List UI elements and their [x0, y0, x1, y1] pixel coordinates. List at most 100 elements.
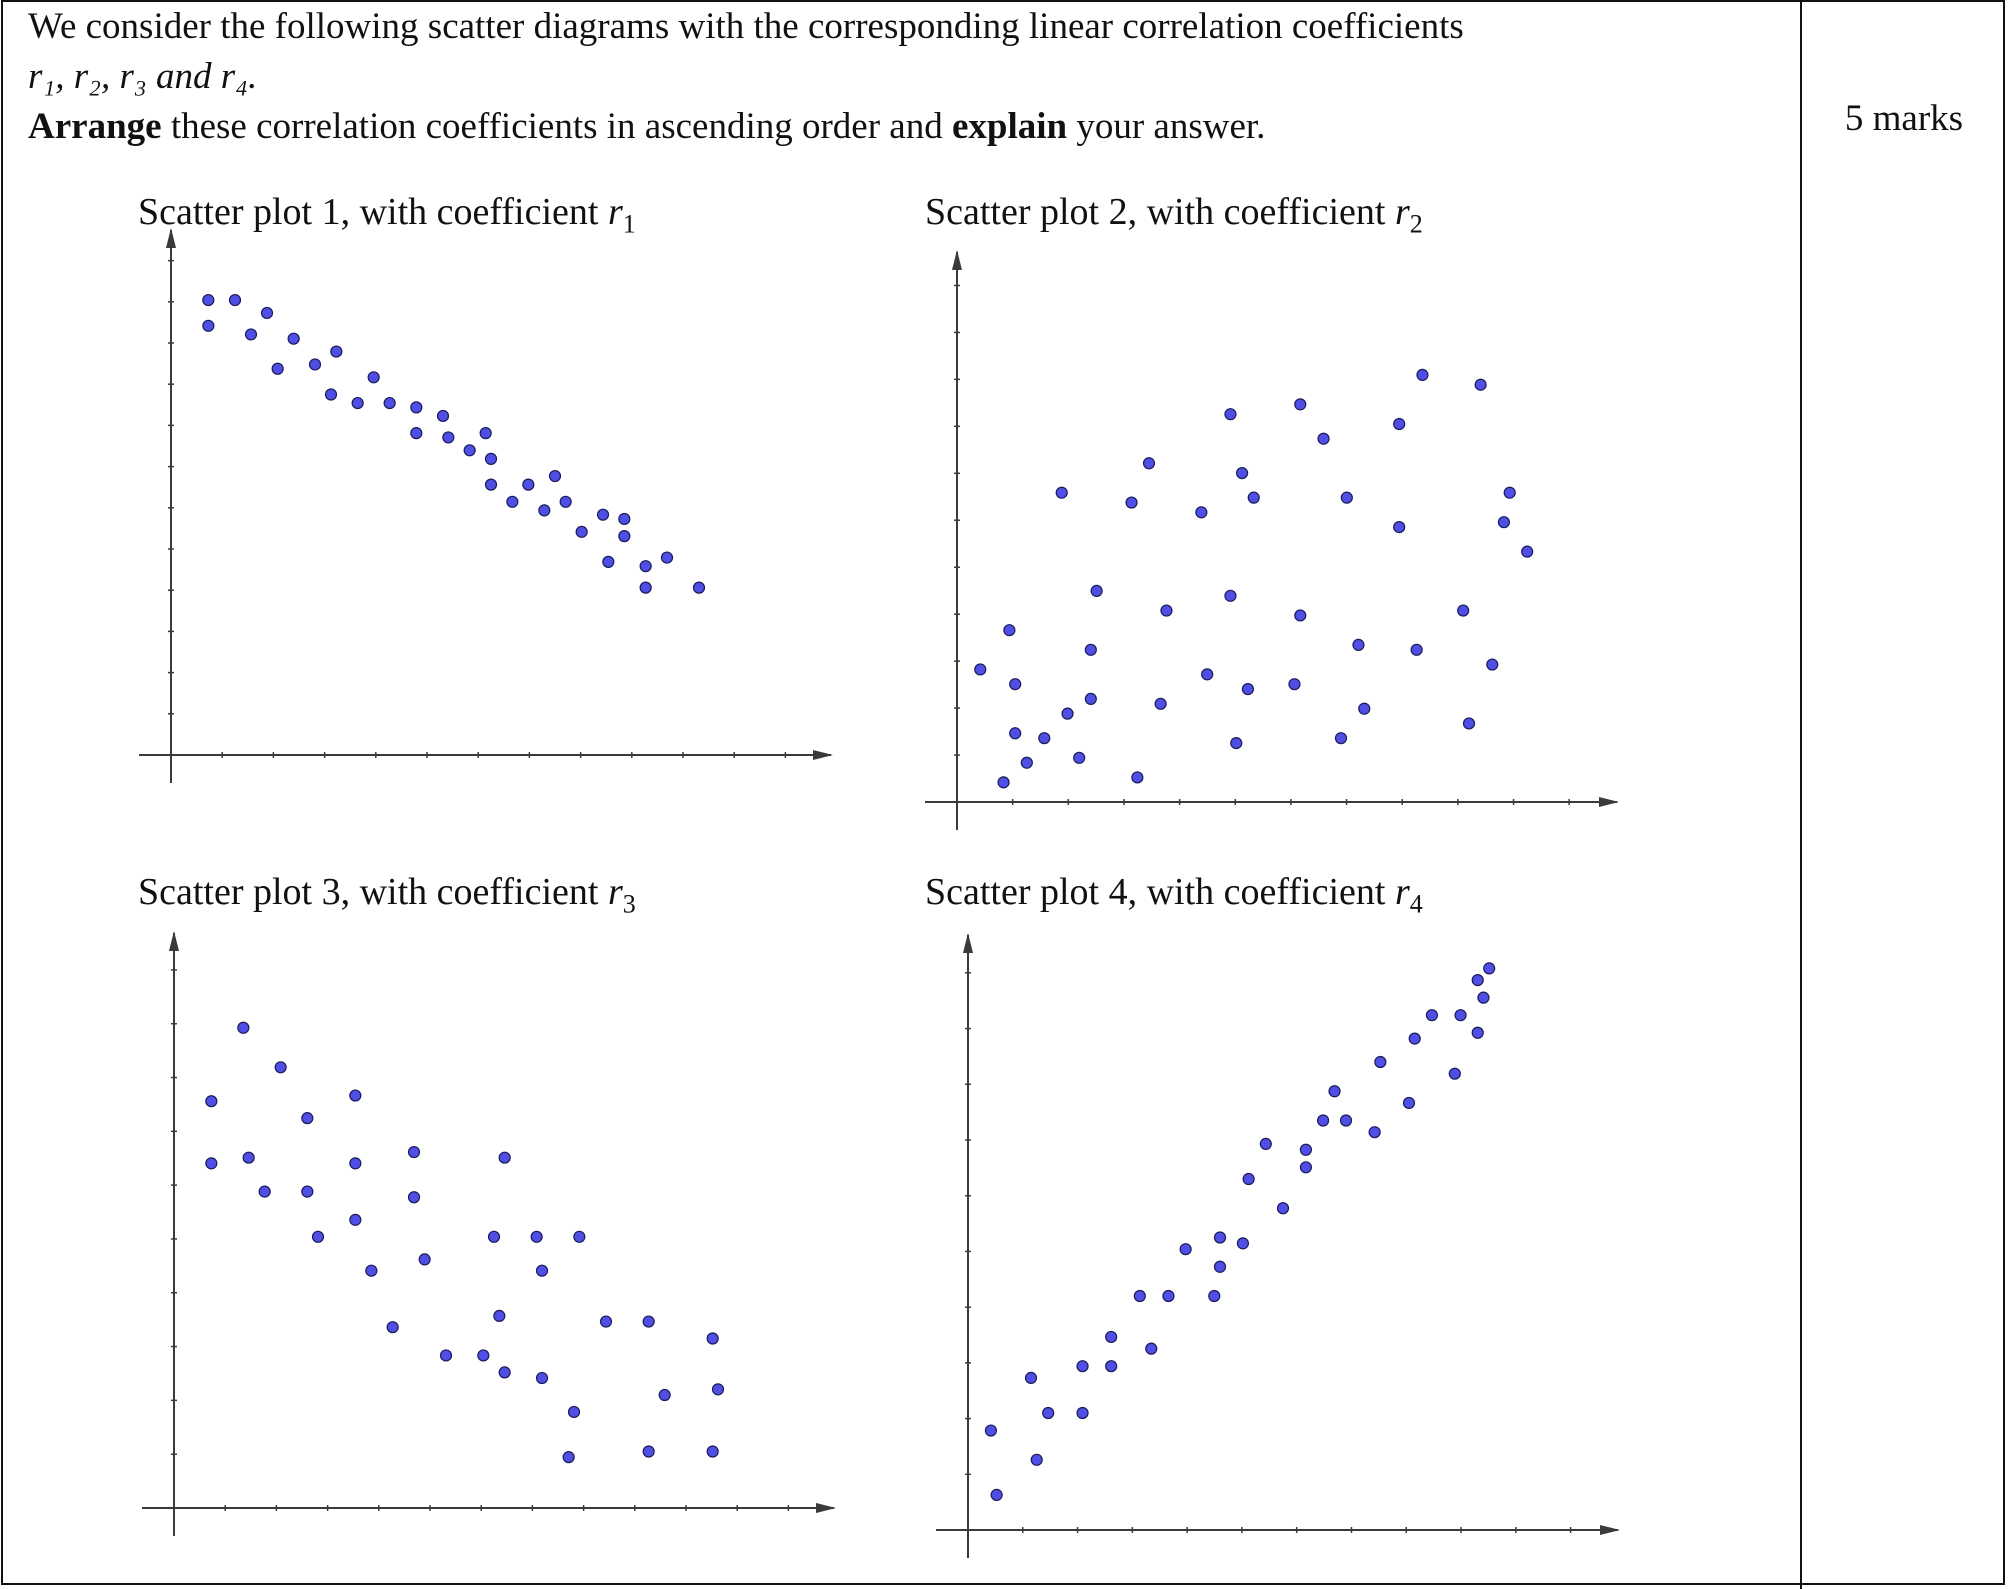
- data-point: [599, 1315, 613, 1328]
- plot-2-title: Scatter plot 2, with coefficient r2: [925, 190, 1423, 240]
- data-point: [1294, 609, 1307, 622]
- instruction-end: your answer.: [1067, 106, 1266, 147]
- data-point: [1213, 1231, 1227, 1244]
- data-point: [1076, 1406, 1089, 1420]
- plot-1-coef-symbol: r: [607, 191, 623, 233]
- data-point: [706, 1332, 719, 1345]
- data-point: [237, 1021, 250, 1034]
- plot-1-coef-sub: 1: [622, 209, 636, 239]
- marks-label: 5 marks: [1844, 98, 1964, 139]
- data-point: [660, 551, 674, 564]
- scatter-plot-2: [925, 250, 1619, 830]
- data-point: [1259, 1137, 1272, 1150]
- question-line-1: We consider the following scatter diagra…: [28, 6, 1464, 47]
- data-point: [301, 1112, 314, 1125]
- data-point: [1247, 491, 1260, 504]
- data-point: [1454, 1009, 1467, 1022]
- data-point: [349, 1089, 362, 1102]
- data-point: [1030, 1453, 1043, 1466]
- data-point: [498, 1151, 511, 1164]
- data-point: [386, 1321, 399, 1334]
- data-point: [1009, 678, 1022, 691]
- question-line-2: r₁, r₂, r₃ and r₄.: [28, 52, 1788, 102]
- data-point: [535, 1264, 549, 1277]
- data-point: [439, 1349, 453, 1362]
- data-point: [692, 581, 706, 594]
- data-point: [367, 371, 380, 384]
- data-point: [506, 495, 519, 508]
- data-point: [618, 512, 631, 526]
- plot-1-title: Scatter plot 1, with coefficient r1: [138, 190, 636, 240]
- data-point: [351, 396, 364, 410]
- data-point: [1179, 1243, 1192, 1256]
- instruction-text: these correlation coefficients in ascend…: [161, 106, 952, 147]
- data-point: [1471, 1026, 1484, 1039]
- data-point: [330, 345, 343, 358]
- data-point: [642, 1315, 655, 1328]
- data-point: [324, 388, 338, 401]
- plot-3-coef-sub: 3: [622, 889, 636, 919]
- data-point: [706, 1445, 719, 1458]
- data-point: [484, 452, 498, 465]
- data-point: [1230, 736, 1243, 750]
- data-point: [1236, 1237, 1250, 1250]
- data-point: [1393, 520, 1406, 534]
- data-point: [573, 1230, 586, 1243]
- plot-1-title-text: Scatter plot 1, with coefficient: [138, 191, 608, 233]
- plot-3-title: Scatter plot 3, with coefficient r3: [138, 870, 636, 920]
- data-point: [1497, 516, 1511, 529]
- data-point: [442, 431, 455, 444]
- data-point: [479, 427, 492, 440]
- question-line-3: Arrange these correlation coefficients i…: [28, 102, 1788, 152]
- data-point: [1358, 702, 1371, 715]
- x-axis-arrow: [816, 1503, 836, 1513]
- plot-2-coef-symbol: r: [1394, 191, 1410, 233]
- data-point: [1084, 643, 1097, 656]
- data-point: [1142, 457, 1156, 470]
- data-point: [274, 1061, 287, 1074]
- data-point: [522, 478, 535, 491]
- data-point: [311, 1230, 325, 1243]
- plot-4-title: Scatter plot 4, with coefficient r4: [925, 870, 1423, 920]
- plot-4-title-text: Scatter plot 4, with coefficient: [925, 871, 1395, 913]
- data-point: [990, 1488, 1003, 1502]
- data-point: [260, 306, 274, 320]
- data-point: [1241, 682, 1255, 696]
- data-point: [1352, 638, 1365, 652]
- data-point: [1242, 1172, 1255, 1186]
- data-point: [639, 581, 652, 594]
- data-point: [984, 1424, 998, 1437]
- data-point: [407, 1191, 421, 1204]
- data-point: [618, 530, 631, 543]
- marks-column-divider: [1800, 0, 1802, 1589]
- data-point: [1477, 991, 1490, 1004]
- data-point: [535, 1371, 549, 1385]
- data-point: [244, 328, 258, 341]
- y-axis-arrow: [963, 933, 973, 953]
- data-point: [493, 1309, 506, 1322]
- data-point: [1340, 491, 1353, 504]
- data-point: [530, 1230, 543, 1243]
- data-point: [1084, 692, 1097, 706]
- data-point: [1416, 368, 1429, 382]
- data-point: [1294, 398, 1307, 411]
- question-text: We consider the following scatter diagra…: [28, 2, 1788, 152]
- data-point: [1316, 1114, 1330, 1127]
- data-point: [1374, 1055, 1387, 1069]
- data-point: [1393, 417, 1406, 431]
- explain-word: explain: [951, 106, 1068, 147]
- data-point: [1003, 624, 1016, 637]
- data-point: [477, 1349, 490, 1362]
- plot-2-coef-sub: 2: [1409, 209, 1423, 239]
- data-point: [642, 1445, 655, 1458]
- data-point: [1131, 771, 1144, 784]
- x-axis-arrow: [1599, 797, 1619, 807]
- data-point: [1154, 697, 1167, 710]
- data-point: [205, 1157, 218, 1170]
- data-point: [202, 293, 215, 307]
- plot-2-title-text: Scatter plot 2, with coefficient: [925, 191, 1395, 233]
- plot-3-title-text: Scatter plot 3, with coefficient: [138, 871, 608, 913]
- data-point: [301, 1185, 314, 1198]
- data-point: [1105, 1330, 1118, 1344]
- data-point: [1483, 962, 1496, 975]
